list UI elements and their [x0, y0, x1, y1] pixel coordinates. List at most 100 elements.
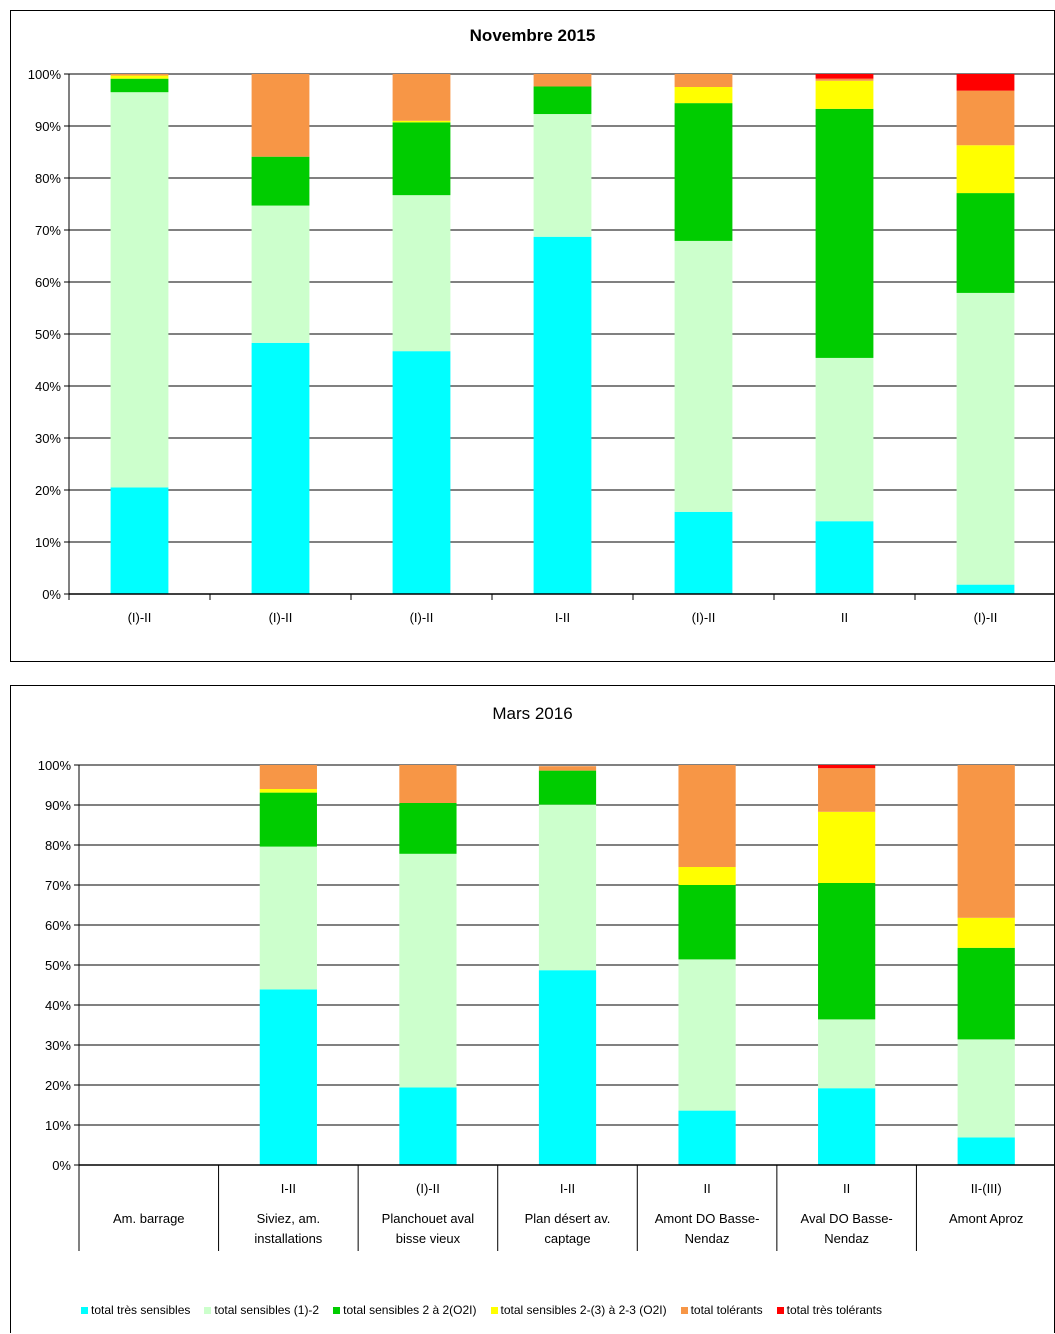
- chart-panel-november: Novembre 2015 0% 10% 20% 30% 40% 50% 60% 70% 80%…: [10, 10, 1055, 662]
- bar-segment: [259, 765, 317, 789]
- legend-swatch: [490, 1306, 498, 1314]
- bar-segment: [818, 768, 876, 812]
- y-tick-label: 60%: [35, 275, 61, 290]
- bar-segment: [678, 765, 736, 867]
- chart-legend: total très sensibles total sensibles (1)-…: [81, 1303, 896, 1317]
- bar-segment: [957, 765, 1015, 918]
- bar-segment: [110, 74, 169, 76]
- bar-segment: [251, 342, 310, 594]
- category-name: installations: [254, 1231, 322, 1246]
- x-tick-label: (I)-II: [269, 610, 293, 625]
- y-tick-label: 40%: [35, 379, 61, 394]
- bar-segment: [818, 1088, 876, 1165]
- category-name: Am. barrage: [113, 1211, 185, 1226]
- chart-plot-november: 0% 10% 20% 30% 40% 50% 60% 70% 80% 90% 100% (I)-II (…: [28, 67, 1055, 625]
- bar-segment: [956, 74, 1015, 91]
- category-name: Siviez, am.: [257, 1211, 321, 1226]
- category-name: captage: [544, 1231, 590, 1246]
- bar-segment: [399, 765, 457, 803]
- bar-segment: [674, 240, 733, 512]
- bar-segment: [251, 205, 310, 343]
- bar-segment: [538, 804, 597, 971]
- bar-segment: [259, 792, 317, 847]
- x-tick-label: (I)-II: [410, 610, 434, 625]
- category-grade: II-(III): [971, 1181, 1002, 1196]
- bar-segment: [533, 86, 592, 115]
- y-tick-label: 80%: [35, 171, 61, 186]
- y-tick-label: 20%: [35, 483, 61, 498]
- bar-segment: [956, 90, 1015, 146]
- category-grade: II: [843, 1181, 850, 1196]
- bar-segment: [818, 765, 876, 769]
- x-tick-label: II: [841, 610, 848, 625]
- bar-segment: [110, 487, 169, 594]
- bar-segment: [815, 108, 874, 358]
- bar-segment: [399, 803, 457, 854]
- y-tick-label: 80%: [45, 838, 71, 853]
- bar-segment: [957, 1137, 1015, 1165]
- chart-panel-march: Mars 2016 0% 10% 20% 30% 40% 50% 60% 70% 80% 90% 1…: [10, 685, 1055, 1333]
- y-tick-label: 10%: [35, 535, 61, 550]
- bar-segment: [533, 236, 592, 594]
- legend-item: total très sensibles: [81, 1303, 190, 1317]
- legend-swatch: [81, 1306, 88, 1314]
- bar-segment: [957, 917, 1015, 948]
- y-tick-label: 40%: [45, 998, 71, 1013]
- category-name: Planchouet aval: [382, 1211, 475, 1226]
- bar-segment: [815, 80, 874, 109]
- y-tick-label: 50%: [35, 327, 61, 342]
- y-tick-label: 70%: [35, 223, 61, 238]
- category-grade: II: [703, 1181, 710, 1196]
- legend-label: total sensibles 2 à 2(O2I): [343, 1303, 477, 1317]
- legend-item: total tolérants: [680, 1303, 763, 1317]
- y-tick-label: 0%: [42, 587, 61, 602]
- bar-segment: [392, 122, 451, 196]
- bar-segment: [957, 1039, 1015, 1138]
- legend-label: total tolérants: [690, 1303, 763, 1317]
- bar-segment: [678, 867, 736, 885]
- legend-swatch: [776, 1306, 784, 1314]
- bar-segment: [259, 846, 317, 990]
- legend-label: total sensibles 2-(3) à 2-3 (O2I): [500, 1303, 667, 1317]
- legend-item: total sensibles (1)-2: [204, 1303, 319, 1317]
- bar-segment: [251, 156, 310, 206]
- bar-segment: [259, 789, 317, 793]
- category-name: Aval DO Basse-: [801, 1211, 893, 1226]
- x-tick-label: (I)-II: [974, 610, 998, 625]
- y-tick-label: 20%: [45, 1078, 71, 1093]
- x-tick-label: (I)-II: [692, 610, 716, 625]
- chart-title: Mars 2016: [492, 704, 573, 723]
- y-tick-label: 100%: [38, 758, 72, 773]
- bar-segment: [399, 1087, 457, 1165]
- bar-segment: [110, 92, 169, 488]
- bar-segment: [818, 811, 876, 883]
- bar-segment: [674, 87, 733, 104]
- bar-segment: [399, 853, 457, 1088]
- x-tick-label: I-II: [555, 610, 570, 625]
- category-name: Nendaz: [685, 1231, 730, 1246]
- bar-segment: [392, 351, 451, 594]
- legend-label: total sensibles (1)-2: [214, 1303, 320, 1317]
- bar-segment: [815, 74, 874, 79]
- bar-segment: [678, 885, 736, 960]
- category-name: Amont DO Basse-: [655, 1211, 760, 1226]
- chart-title: Novembre 2015: [469, 26, 596, 45]
- chart-plot-march: 0% 10% 20% 30% 40% 50% 60% 70% 80% 90% 100% Am. bar…: [38, 758, 1055, 1251]
- bar-segment: [818, 883, 876, 1020]
- bar-segment: [259, 989, 317, 1165]
- bar-segment: [538, 770, 597, 805]
- bar-segment: [818, 1019, 876, 1089]
- legend-swatch: [204, 1306, 212, 1314]
- bar-segment: [110, 78, 169, 93]
- y-tick-label: 50%: [45, 958, 71, 973]
- category-grade: I-II: [560, 1181, 575, 1196]
- y-tick-label: 0%: [52, 1158, 71, 1173]
- bar-segment: [678, 959, 736, 1111]
- category-grade: I-II: [281, 1181, 296, 1196]
- bar-segment: [392, 74, 451, 121]
- y-tick-label: 100%: [28, 67, 62, 82]
- bar-segment: [815, 521, 874, 594]
- bar-segment: [815, 78, 874, 81]
- category-name: bisse vieux: [396, 1231, 461, 1246]
- category-name: Amont Aproz: [949, 1211, 1023, 1226]
